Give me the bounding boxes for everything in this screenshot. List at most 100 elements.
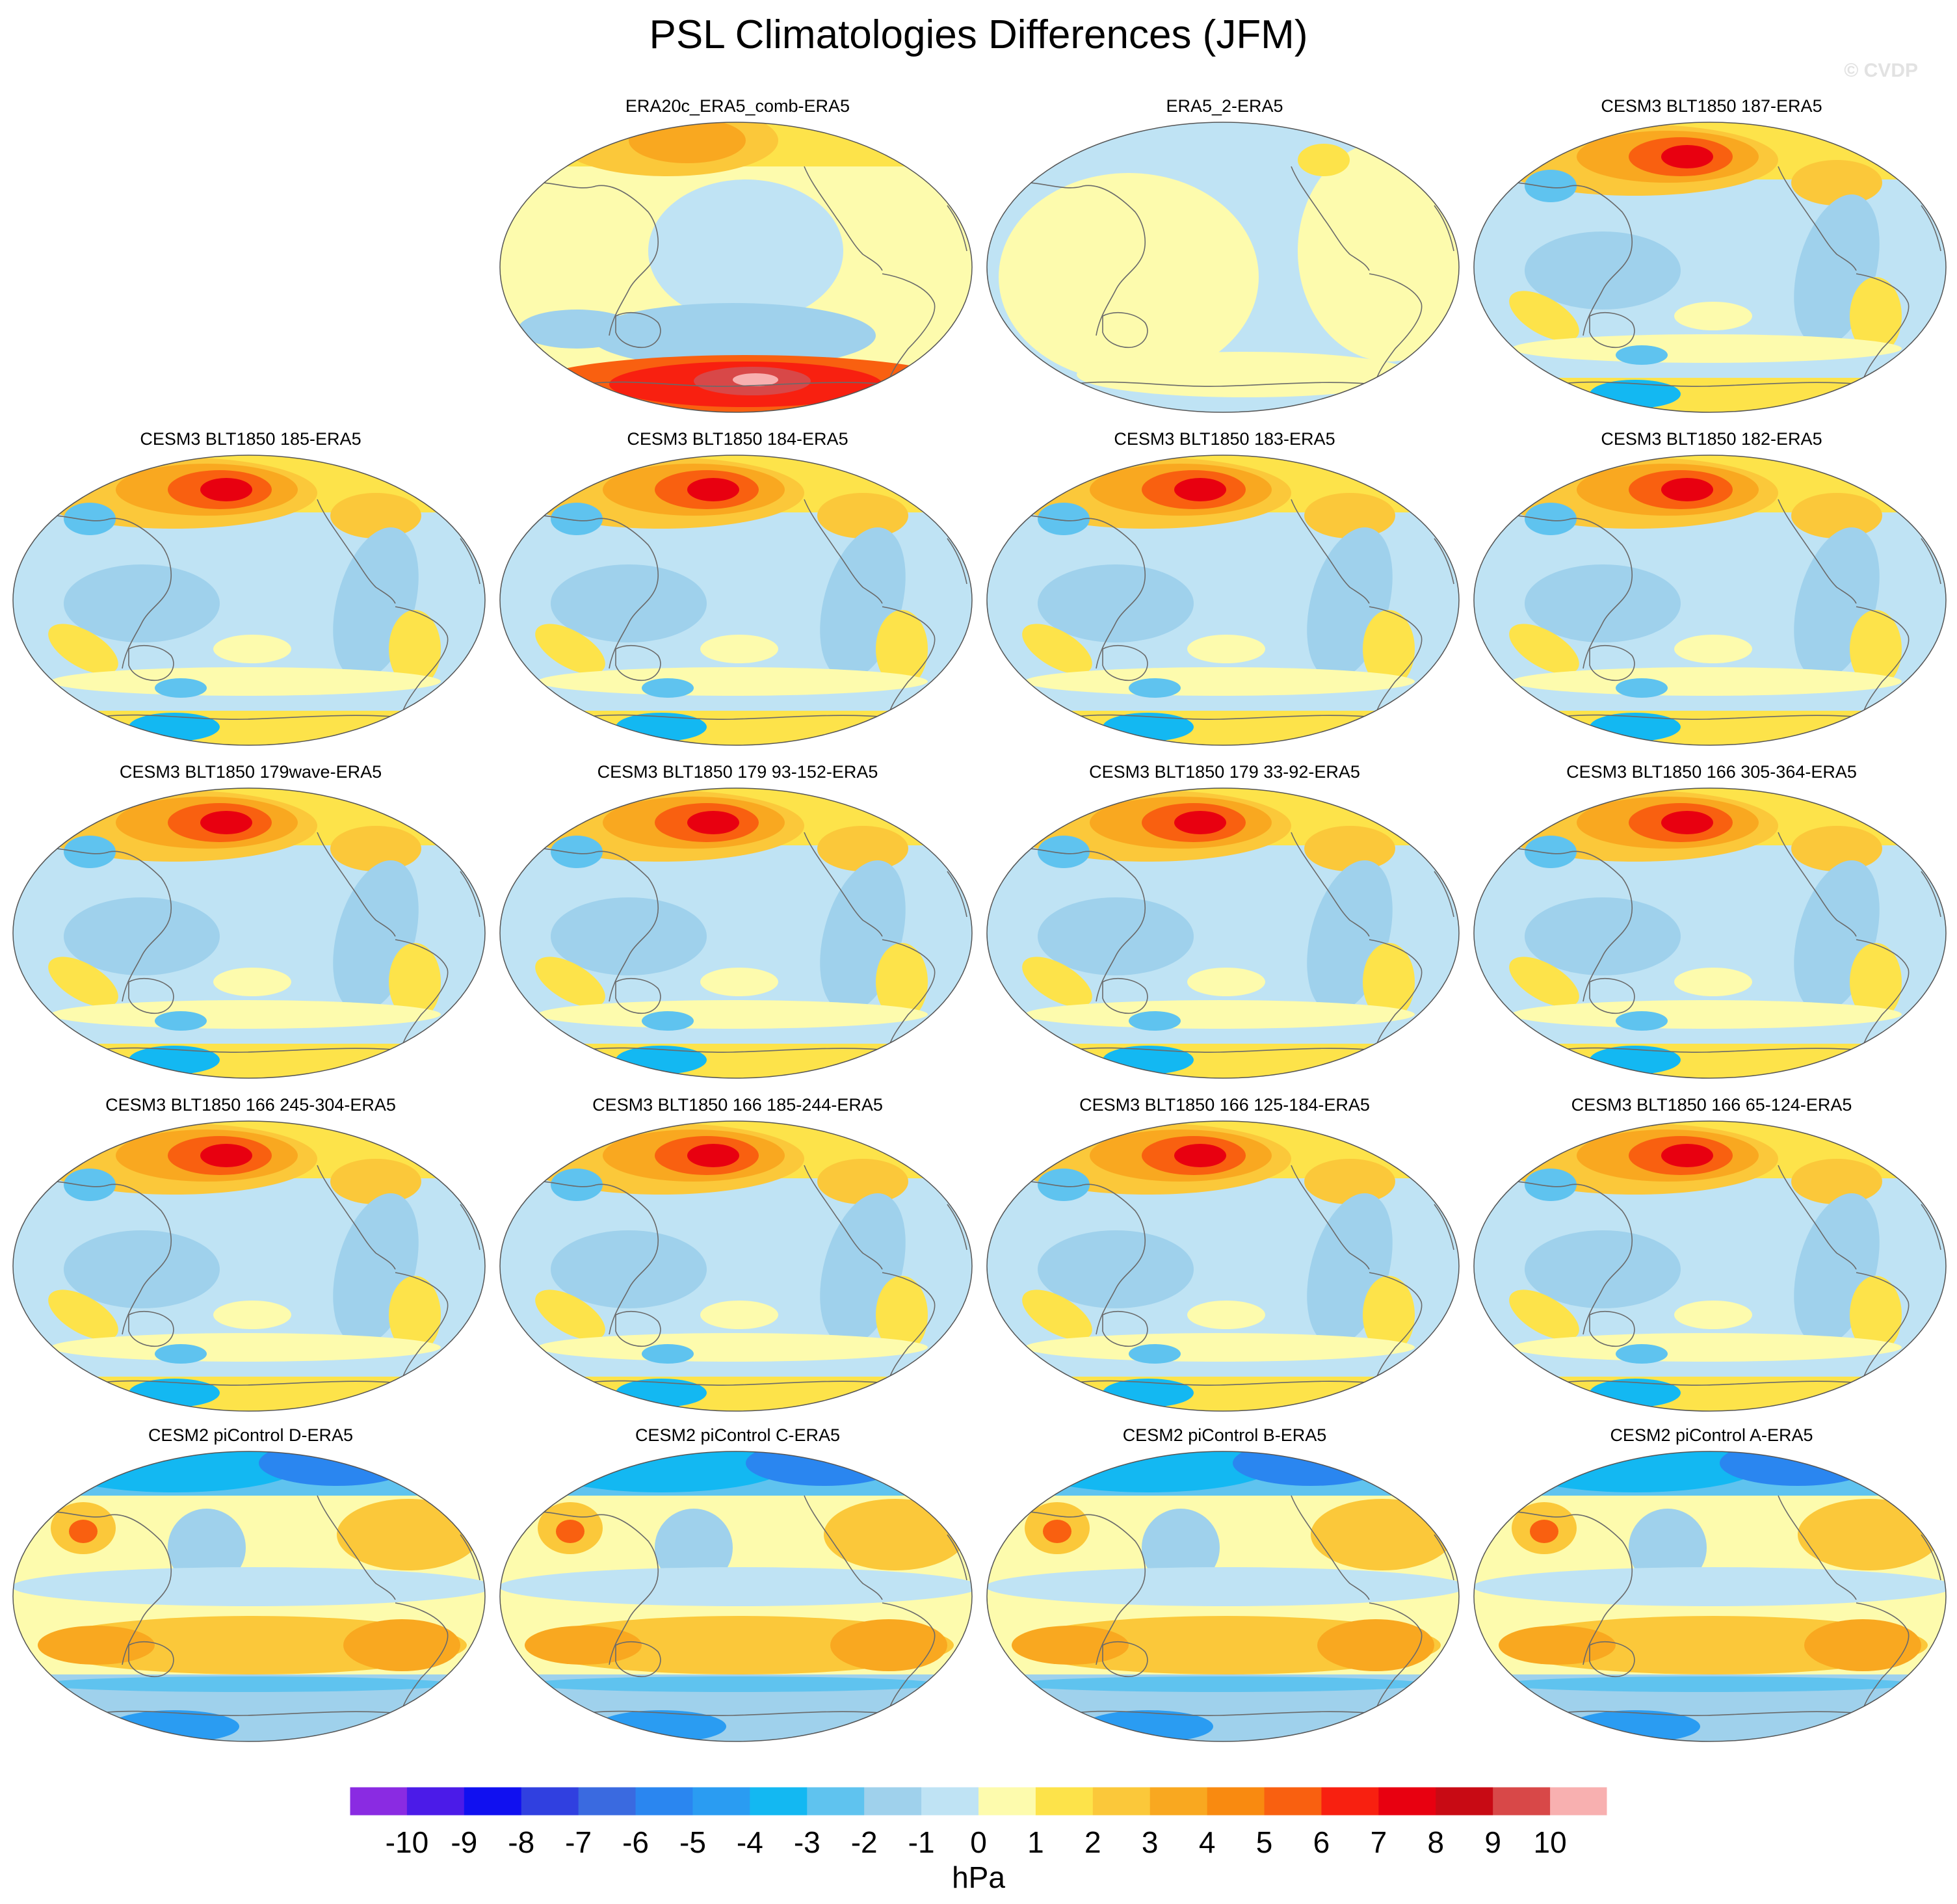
negative-anomaly <box>1525 503 1577 535</box>
robinson-map <box>986 787 1460 1079</box>
colorbar-box <box>635 1787 693 1816</box>
southern-positive-band <box>13 711 485 745</box>
robinson-map <box>12 455 486 746</box>
colorbar-tick-label: 7 <box>1370 1825 1387 1859</box>
map-outline <box>986 1451 1460 1742</box>
negative-anomaly <box>551 836 603 868</box>
positive-anomaly <box>330 826 421 871</box>
map-outline <box>986 122 1460 413</box>
colorbar-tick-label: -1 <box>908 1825 935 1859</box>
colorbar-box <box>921 1787 979 1816</box>
southern-positive-band <box>500 1377 972 1411</box>
map-outline <box>1473 455 1947 746</box>
coastline <box>460 538 480 585</box>
robinson-map <box>1473 122 1947 413</box>
positive-anomaly <box>535 1289 605 1340</box>
negative-anomaly <box>1525 1169 1577 1201</box>
colorbar-tick-label: 4 <box>1198 1825 1216 1859</box>
coastline <box>96 714 402 720</box>
map-outline <box>499 1451 973 1742</box>
colorbar-box <box>1035 1787 1094 1816</box>
coastline <box>583 1710 889 1716</box>
coastline <box>524 1511 659 1665</box>
coastline <box>1921 205 1941 252</box>
coastline <box>1921 1204 1941 1250</box>
coastline <box>1498 847 1633 1002</box>
positive-anomaly <box>1022 624 1092 674</box>
map-panel: CESM3 BLT1850 166 185-244-ERA5 <box>499 1095 977 1430</box>
colorbar-tick-label: 2 <box>1084 1825 1101 1859</box>
coastline <box>1556 1380 1863 1386</box>
positive-anomaly <box>1187 1301 1265 1329</box>
coastline <box>1291 1165 1370 1270</box>
panel-title: CESM2 piControl C-ERA5 <box>635 1425 841 1445</box>
colorbar-tick-label: -4 <box>736 1825 763 1859</box>
map-outline <box>499 787 973 1079</box>
positive-anomaly <box>1850 610 1902 688</box>
positive-anomaly <box>51 667 441 696</box>
coastline <box>947 871 967 918</box>
colorbar-units: hPa <box>952 1860 1005 1894</box>
colorbar-box <box>1321 1787 1379 1816</box>
negative-anomaly <box>1038 1230 1194 1308</box>
coastline <box>1434 871 1454 918</box>
negative-anomaly <box>642 678 694 698</box>
coastline <box>1011 181 1146 336</box>
positive-anomaly <box>330 493 421 538</box>
map-panel: CESM2 piControl C-ERA5 <box>499 1425 977 1760</box>
panel-title: CESM3 BLT1850 183-ERA5 <box>1114 429 1335 449</box>
map-outline <box>12 787 486 1079</box>
positive-anomaly <box>538 1333 928 1362</box>
coastline <box>1778 832 1857 937</box>
negative-anomaly <box>1616 1011 1668 1031</box>
coastline <box>96 1047 402 1053</box>
coastline <box>37 847 172 1002</box>
map-panel: CESM3 BLT1850 166 65-124-ERA5 <box>1473 1095 1950 1430</box>
southern-positive-band <box>1474 711 1946 745</box>
negative-anomaly <box>38 1676 454 1692</box>
positive-anomaly <box>1317 1619 1434 1671</box>
positive-anomaly <box>876 610 928 688</box>
negative-anomaly <box>1038 897 1194 975</box>
panel-title: CESM3 BLT1850 179 93-152-ERA5 <box>597 762 878 782</box>
map-panel: CESM3 BLT1850 179wave-ERA5 <box>12 762 490 1097</box>
coastline <box>615 1641 661 1678</box>
positive-anomaly <box>1798 1499 1941 1570</box>
coastline <box>524 1180 659 1335</box>
map-panel: ERA5_2-ERA5 <box>986 96 1464 431</box>
coastline <box>1498 181 1633 336</box>
coastline <box>128 1641 174 1678</box>
positive-anomaly <box>48 957 118 1007</box>
positive-anomaly <box>1363 610 1415 688</box>
coastline <box>37 1180 172 1335</box>
negative-anomaly <box>64 503 116 535</box>
coastline <box>1102 1311 1148 1347</box>
map-panel: CESM3 BLT1850 187-ERA5 <box>1473 96 1950 431</box>
robinson-map <box>1473 1120 1947 1412</box>
colorbar-box <box>1550 1787 1607 1816</box>
positive-anomaly <box>700 635 778 663</box>
map-panel: CESM3 BLT1850 179 93-152-ERA5 <box>499 762 977 1097</box>
coastline <box>524 847 659 1002</box>
negative-anomaly <box>642 1011 694 1031</box>
robinson-map <box>986 455 1460 746</box>
coastline <box>1856 273 1910 388</box>
colorbar-tick-label: -9 <box>451 1825 478 1859</box>
positive-anomaly <box>817 826 908 871</box>
robinson-map <box>1473 787 1947 1079</box>
figure-title: PSL Climatologies Differences (JFM) <box>649 12 1308 57</box>
coastline <box>317 832 396 937</box>
map-panel: ERA20c_ERA5_comb-ERA5 <box>499 96 977 431</box>
colorbar-box <box>1378 1787 1436 1816</box>
map-panel: CESM3 BLT1850 184-ERA5 <box>499 429 977 764</box>
negative-anomaly <box>500 1567 972 1606</box>
coastline <box>1498 514 1633 669</box>
coastline <box>1589 645 1635 681</box>
colorbar-tick-label: 8 <box>1427 1825 1445 1859</box>
negative-anomaly <box>155 1344 207 1364</box>
coastline <box>1589 1311 1635 1347</box>
coastline <box>460 1534 480 1581</box>
negative-anomaly <box>1616 1344 1668 1364</box>
negative-anomaly <box>551 564 707 642</box>
coastline <box>1291 1495 1370 1600</box>
